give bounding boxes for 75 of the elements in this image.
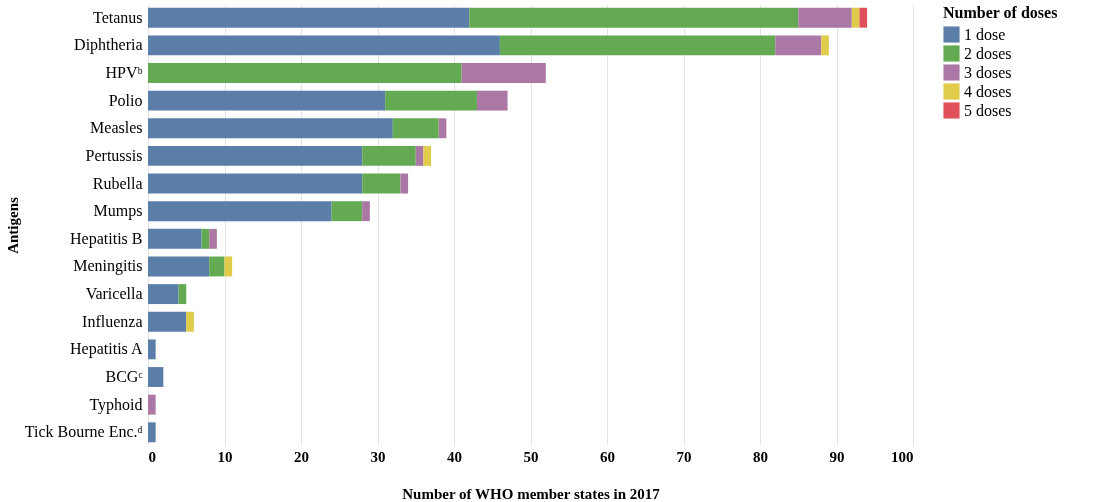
- y-tick-label: Diphtheria: [74, 36, 143, 55]
- y-tick-label: Tetanus: [92, 8, 143, 26]
- bar: [385, 90, 477, 111]
- bar: [148, 422, 156, 443]
- bar: [362, 173, 401, 194]
- y-tick-label: Varicella: [85, 285, 143, 303]
- bar: [148, 228, 202, 249]
- bar: [400, 173, 409, 194]
- bar: [148, 339, 156, 360]
- x-tick-label: 100: [891, 448, 914, 465]
- bar: [148, 173, 363, 194]
- bar: [331, 201, 363, 222]
- bar: [209, 228, 217, 249]
- x-tick-label: 0: [148, 448, 156, 465]
- y-tick-label: Hepatitis A: [70, 340, 143, 359]
- bar: [148, 35, 500, 56]
- bar: [851, 7, 860, 28]
- x-axis-title: Number of WHO member states in 2017: [402, 485, 661, 502]
- legend-label: 1 dose: [964, 25, 1006, 43]
- bar: [362, 145, 416, 166]
- bar: [148, 7, 470, 28]
- bar: [392, 118, 439, 139]
- y-axis-title: Antigens: [4, 197, 21, 254]
- bar: [201, 228, 210, 249]
- bar: [476, 90, 508, 111]
- bar: [209, 256, 225, 277]
- y-tick-label: Tick Bourne Enc.ᵈ: [24, 423, 143, 441]
- x-tick-label: 90: [829, 448, 845, 465]
- y-tick-label: Mumps: [93, 202, 143, 221]
- y-tick-label: Polio: [108, 91, 143, 109]
- x-tick-label: 60: [600, 448, 615, 465]
- y-tick-label: Pertussis: [85, 146, 143, 164]
- y-tick-label: Measles: [90, 119, 143, 137]
- bar: [148, 367, 164, 387]
- bar: [415, 145, 424, 166]
- bar: [423, 145, 432, 166]
- bar: [362, 201, 370, 222]
- bar: [148, 118, 393, 139]
- bar: [798, 7, 852, 28]
- y-tick-label: Typhoid: [89, 395, 143, 414]
- bar: [148, 90, 386, 111]
- legend-label: 4 doses: [964, 82, 1012, 100]
- y-tick-label: Rubella: [92, 174, 143, 192]
- y-tick-label: Hepatitis B: [70, 229, 143, 248]
- y-tick-label: BCGᶜ: [105, 368, 143, 386]
- bar: [499, 35, 776, 56]
- bar: [148, 145, 363, 166]
- x-tick-label: 50: [523, 448, 539, 465]
- bar: [148, 256, 210, 277]
- x-tick-label: 40: [447, 448, 462, 465]
- bar: [859, 7, 868, 28]
- bar: [461, 63, 546, 83]
- y-tick-label: Influenza: [82, 312, 143, 330]
- bar: [178, 284, 187, 305]
- legend-label: 5 doses: [964, 101, 1012, 119]
- bar: [186, 311, 194, 332]
- bar: [438, 118, 447, 139]
- bar: [148, 63, 462, 83]
- x-tick-label: 10: [217, 448, 233, 465]
- x-tick-label: 30: [370, 448, 386, 465]
- y-tick-label: HPVᵇ: [105, 63, 143, 81]
- x-tick-label: 70: [676, 448, 692, 465]
- bar: [775, 35, 822, 56]
- bar: [148, 201, 332, 222]
- x-tick-label: 80: [753, 448, 768, 465]
- bar: [821, 35, 829, 56]
- bar: [148, 394, 156, 415]
- legend-label: 2 doses: [964, 44, 1012, 62]
- bar: [148, 284, 179, 305]
- legend-title: Number of doses: [943, 4, 1058, 21]
- bar: [148, 311, 187, 332]
- bar: [469, 7, 799, 28]
- x-tick-label: 20: [294, 448, 309, 465]
- legend-label: 3 doses: [964, 63, 1012, 81]
- y-tick-label: Meningitis: [73, 257, 143, 276]
